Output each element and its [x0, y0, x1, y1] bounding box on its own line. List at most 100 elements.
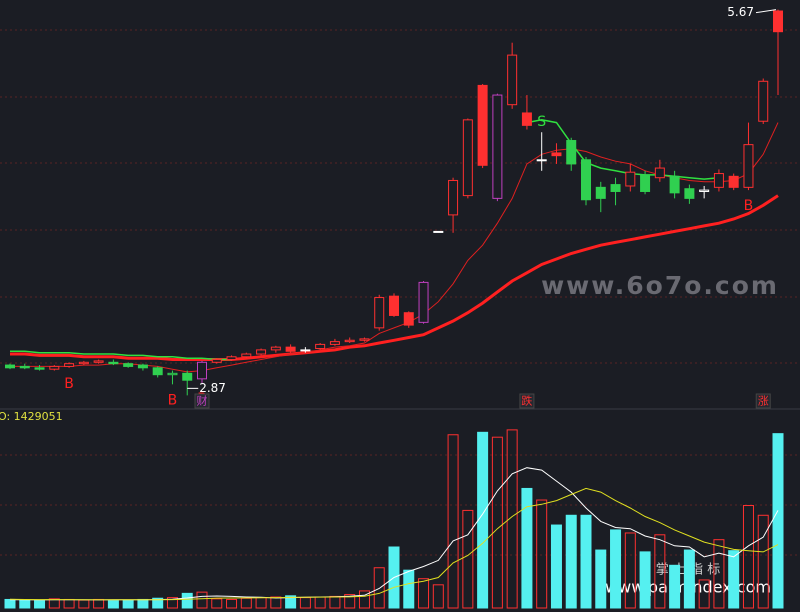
candle-body: [78, 361, 89, 365]
volume-bar: [19, 599, 31, 609]
candle: [93, 359, 104, 364]
volume-bar: [122, 599, 134, 609]
candle: [374, 294, 385, 331]
candle: [152, 366, 163, 378]
candle-body: [5, 364, 15, 369]
candle: [521, 95, 532, 130]
ma-green: [10, 119, 719, 361]
candle: [359, 337, 370, 342]
volume-bar: [358, 590, 370, 609]
volume-bar: [477, 431, 489, 609]
candle-body: [256, 349, 267, 355]
candle-body: [285, 346, 296, 352]
volume-bar: [698, 579, 710, 609]
candle-body: [581, 159, 591, 201]
volume-bar: [403, 569, 415, 609]
candle-body: [182, 372, 193, 381]
volume-bar: [491, 436, 503, 609]
volume-bar: [757, 514, 769, 609]
candle: [49, 365, 60, 371]
candle: [108, 359, 119, 366]
volume-bar: [565, 514, 577, 609]
candle-body: [270, 346, 281, 351]
candle: [34, 365, 45, 371]
volume-bar: [373, 567, 385, 609]
candle: [566, 137, 577, 171]
candle-body: [19, 365, 30, 369]
candle: [241, 352, 252, 359]
candle: [211, 358, 222, 364]
grid: [0, 29, 800, 556]
candle: [285, 344, 296, 353]
candle: [728, 173, 739, 191]
candle: [492, 93, 503, 202]
candle: [167, 370, 178, 385]
candle-body: [374, 297, 385, 329]
candle-body: [595, 186, 606, 199]
candle-body: [669, 175, 680, 194]
volume-bar: [34, 600, 46, 609]
candle: [182, 370, 193, 396]
candle: [699, 185, 710, 199]
candle-body: [684, 188, 695, 199]
volume-bar: [152, 597, 164, 609]
candle-body: [507, 54, 518, 106]
candle-body: [536, 159, 547, 162]
candle-body: [137, 364, 148, 369]
volume-bar: [521, 487, 533, 609]
volume-bar: [728, 550, 740, 609]
candle-body: [329, 341, 340, 345]
volume-bar: [610, 529, 622, 609]
event-box: [755, 393, 771, 409]
candle: [300, 347, 311, 353]
candle: [448, 177, 459, 233]
candle: [758, 78, 769, 124]
candle: [123, 362, 134, 368]
candle: [197, 360, 207, 383]
candle-body: [226, 356, 237, 361]
volume-bar: [418, 578, 430, 609]
volume-bar: [624, 532, 636, 609]
candle-body: [433, 230, 444, 233]
event-box: [519, 393, 535, 409]
candle-body: [389, 295, 399, 316]
candle: [640, 170, 651, 195]
candle: [536, 132, 547, 171]
candle: [713, 169, 724, 192]
candle: [684, 184, 695, 204]
volume-bar: [432, 584, 444, 609]
candle-body: [728, 175, 739, 188]
candle-body: [566, 140, 577, 165]
candle-body: [123, 363, 134, 367]
candle-body: [743, 144, 754, 188]
watermark: www.6o7o.com: [541, 271, 779, 300]
candle-body: [418, 281, 429, 323]
candle-body: [403, 312, 414, 326]
candle: [654, 159, 665, 182]
volume-ma-long: [9, 487, 779, 601]
candle: [477, 84, 488, 169]
candle-body: [108, 361, 119, 365]
candle: [433, 230, 444, 233]
candle: [5, 363, 15, 370]
volume-bar: [595, 549, 607, 609]
volume-bar: [462, 509, 474, 609]
volume-bar: [166, 597, 178, 609]
candle: [315, 343, 326, 350]
candle: [507, 42, 518, 109]
candle: [256, 348, 267, 356]
volume-bar: [580, 514, 592, 609]
volume-caption: O: 1429051: [0, 410, 63, 423]
volume-bar: [196, 591, 208, 609]
candle-body: [640, 174, 651, 192]
candle: [64, 362, 75, 368]
high-label: 5.67: [727, 5, 754, 19]
candle-body: [241, 353, 252, 358]
candle-body: [167, 372, 178, 376]
candle: [389, 293, 399, 317]
candle: [773, 9, 783, 96]
volume-bar: [344, 594, 356, 609]
candle-body: [93, 360, 104, 363]
